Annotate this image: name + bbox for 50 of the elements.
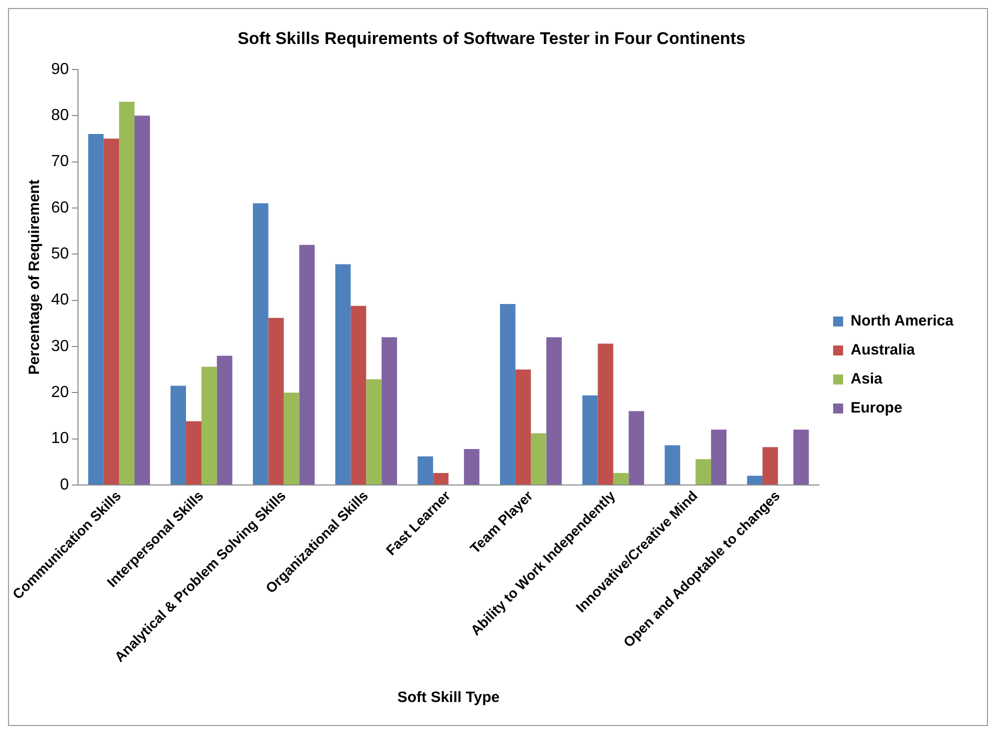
- bar: [216, 356, 232, 484]
- legend-label: North America: [850, 312, 954, 330]
- y-tick-label: 90: [51, 60, 69, 78]
- chart-title: Soft Skills Requirements of Software Tester in Four Continents: [238, 28, 746, 48]
- bar: [186, 421, 202, 484]
- y-tick-label: 10: [51, 430, 69, 448]
- bar: [119, 102, 135, 484]
- legend-label: Asia: [850, 370, 883, 388]
- bar: [418, 456, 434, 484]
- y-tick-label: 70: [51, 153, 69, 170]
- bar: [268, 318, 284, 484]
- bar: [464, 448, 480, 484]
- bar: [530, 433, 546, 484]
- bar: [335, 264, 351, 484]
- bar: [433, 472, 449, 484]
- bar: [664, 445, 680, 484]
- bar: [500, 304, 516, 484]
- y-tick-label: 20: [51, 384, 69, 402]
- legend-label: Australia: [850, 342, 916, 359]
- bar: [598, 344, 614, 484]
- y-tick-label: 0: [60, 476, 69, 494]
- bar: [696, 459, 712, 484]
- bar: [628, 411, 644, 484]
- y-tick-label: 50: [51, 246, 69, 263]
- y-tick-label: 40: [51, 292, 69, 309]
- bar: [613, 472, 629, 484]
- bar: [252, 203, 268, 484]
- y-tick-label: 30: [51, 338, 69, 355]
- y-tick-label: 80: [51, 106, 69, 124]
- y-tick-label: 60: [51, 199, 69, 216]
- bar: [350, 306, 366, 484]
- bar: [762, 447, 778, 484]
- bar: [382, 337, 398, 484]
- bar: [201, 366, 217, 484]
- bar: [299, 244, 315, 484]
- bar: [793, 430, 809, 484]
- bar: [747, 476, 763, 484]
- bar: [515, 370, 531, 484]
- bar: [546, 337, 562, 484]
- bar: [711, 430, 726, 484]
- bar: [88, 134, 104, 484]
- bar: [582, 395, 598, 484]
- bar: [170, 386, 186, 484]
- bar: [366, 379, 382, 484]
- legend-label: Europe: [850, 400, 902, 417]
- y-axis-title: Percentage of Requirement: [26, 180, 44, 375]
- bar: [134, 116, 150, 484]
- bar: [284, 392, 300, 484]
- x-axis-title: Soft Skill Type: [397, 689, 500, 706]
- bar: [104, 138, 120, 484]
